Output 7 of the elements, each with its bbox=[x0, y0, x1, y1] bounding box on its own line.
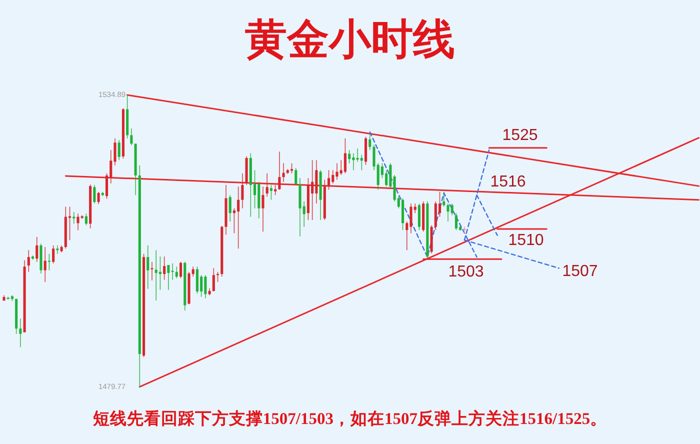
annotation: 1507 bbox=[562, 263, 598, 280]
annotation: 1525 bbox=[502, 127, 538, 144]
annotation: 1510 bbox=[508, 232, 544, 250]
annotation: 1516 bbox=[490, 173, 526, 190]
chart-title: 黄金小时线 bbox=[245, 18, 455, 64]
annotation: 1503 bbox=[448, 263, 484, 280]
text: 短线先看回踩下方支撑1507/1503，如在1507反弹上方关注1516/1525。 bbox=[92, 408, 608, 428]
